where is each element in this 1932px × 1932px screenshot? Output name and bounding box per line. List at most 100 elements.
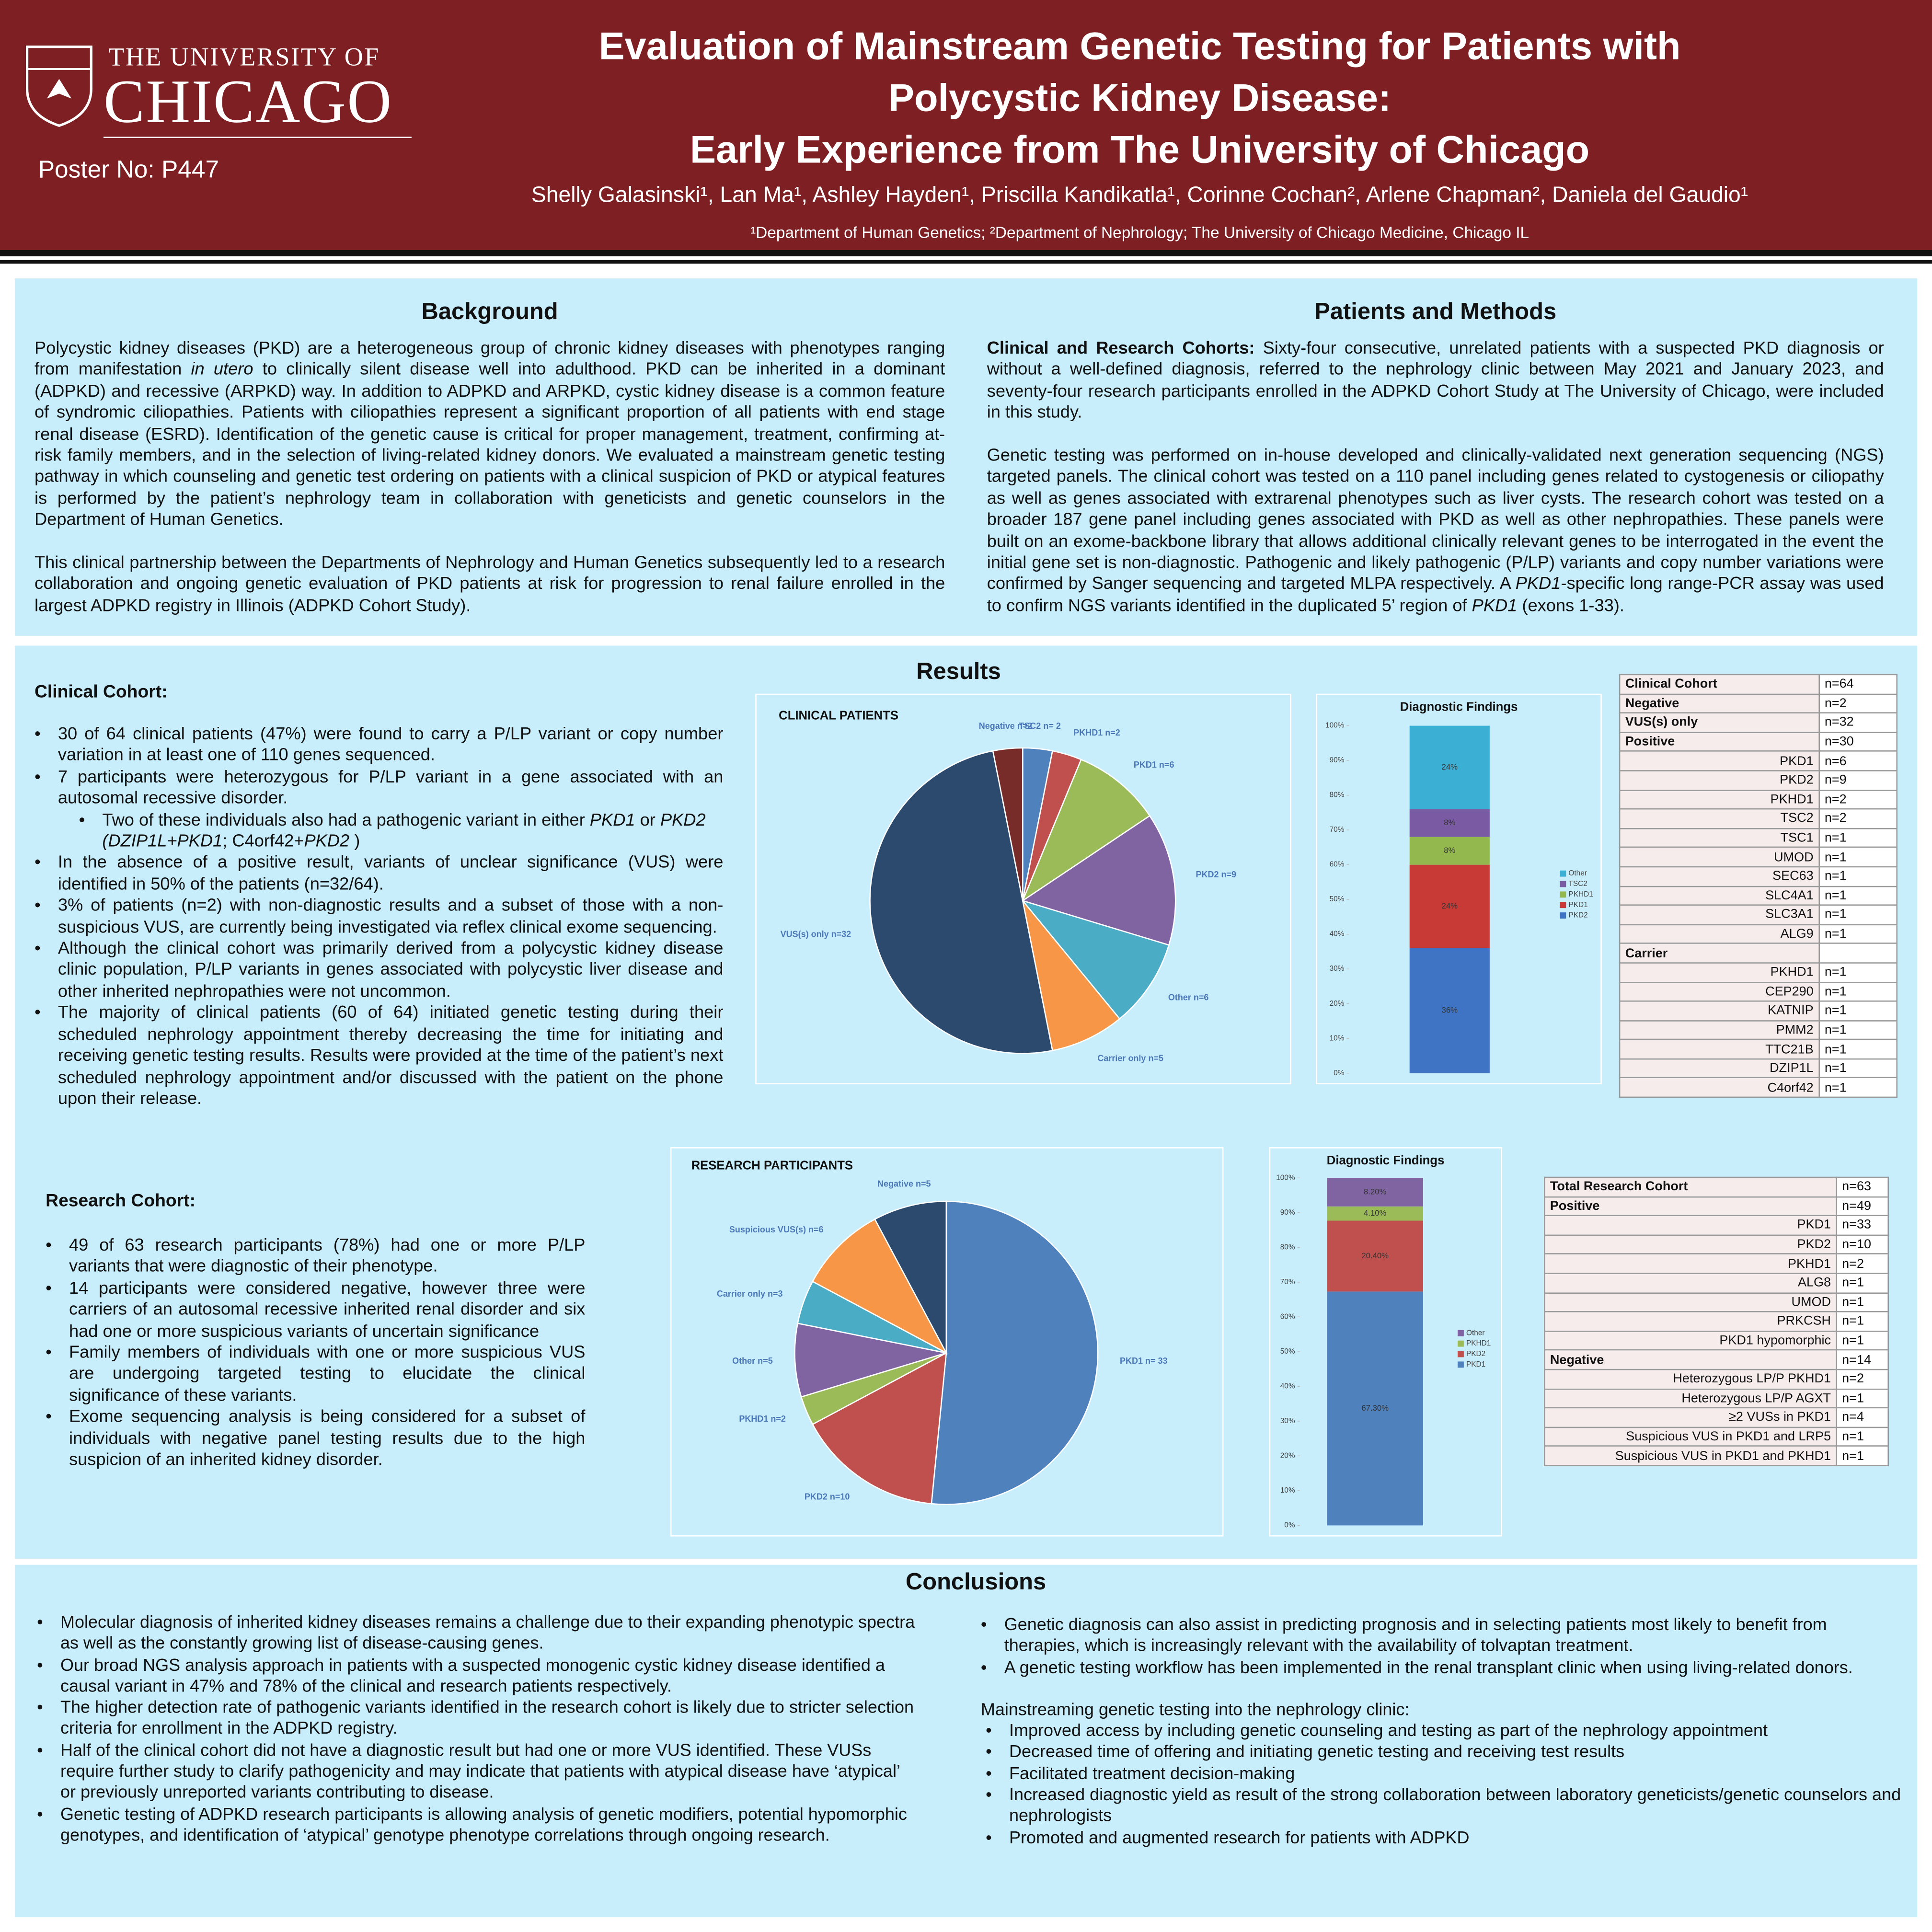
- group-value: n=63: [1836, 1176, 1889, 1197]
- item-label: PRKCSH: [1544, 1311, 1837, 1332]
- pie-slice: [931, 1200, 1099, 1505]
- item-value: n=1: [1818, 962, 1898, 983]
- title-line: Evaluation of Mainstream Genetic Testing…: [598, 23, 1681, 68]
- text-run: PKD1: [589, 809, 635, 829]
- table-row: VUS(s) only n=32: [1619, 712, 1898, 733]
- text-run: to clinically silent disease well into a…: [34, 359, 945, 529]
- text-run: PKD2: [304, 830, 350, 851]
- value-label: 8%: [1444, 846, 1455, 855]
- item-value: n=1: [1818, 847, 1898, 868]
- table-row: KATNIP n=1: [1619, 1000, 1898, 1021]
- text-run: ; C4orf42+: [222, 830, 304, 851]
- item-value: n=1: [1818, 828, 1898, 848]
- bullet: 14 participants were considered negative…: [46, 1277, 585, 1342]
- item-label: ALG8: [1544, 1273, 1837, 1293]
- item-label: DZIP1L: [1619, 1058, 1820, 1079]
- logo-shield: [25, 46, 92, 127]
- stacked-bar-chart: Diagnostic Findings 0% 10% 20% 30% 40% 50% 60% 7…: [1269, 1147, 1502, 1537]
- item-label: UMOD: [1544, 1292, 1837, 1312]
- bar-segment: [1327, 1206, 1423, 1221]
- stacked-bar-chart: Diagnostic Findings 0% 10% 20% 30% 40% 50% 60% 7…: [1316, 693, 1602, 1084]
- text-run: PKD1: [1515, 573, 1561, 594]
- bullet: In the absence of a positive result, var…: [34, 852, 723, 895]
- affiliations: ¹Department of Human Genetics; ²Departme…: [750, 223, 1530, 242]
- slice-label: PKHD1 n=2: [739, 1414, 786, 1424]
- y-tick-label: 100%: [1276, 1173, 1295, 1182]
- item-value: n=1: [1836, 1273, 1889, 1293]
- logo-text: CHICAGO: [104, 66, 393, 136]
- table-row: PMM2 n=1: [1619, 1020, 1898, 1040]
- item-value: n=1: [1818, 981, 1898, 1002]
- logo-text: THE UNIVERSITY OF: [108, 42, 380, 72]
- y-tick-label: 50%: [1280, 1347, 1295, 1356]
- stripe: [0, 260, 1932, 264]
- bar-segment: [1409, 864, 1490, 948]
- bullet-text: 7 participants were heterozygous for P/L…: [58, 766, 724, 807]
- item-value: n=9: [1818, 770, 1898, 791]
- bullet-list: Improved access by including genetic cou…: [981, 1720, 1905, 1849]
- item-value: n=33: [1836, 1215, 1889, 1236]
- table-row: PKD1 n=33: [1544, 1215, 1889, 1236]
- y-tick-label: 10%: [1280, 1486, 1295, 1495]
- text-run: Polycystic kidney diseases (PKD) are a h…: [34, 337, 945, 379]
- bullet: Half of the clinical cohort did not have…: [37, 1739, 918, 1803]
- item-label: Suspicious VUS in PKD1 and LRP5: [1544, 1426, 1837, 1447]
- item-label: PKD2: [1544, 1234, 1837, 1255]
- text-run: (DZIP1L+PKD1: [102, 830, 223, 851]
- item-label: UMOD: [1619, 847, 1820, 868]
- table-row: SEC63 n=1: [1619, 866, 1898, 887]
- group-value: n=32: [1818, 712, 1898, 733]
- legend-label: PKD2: [1568, 911, 1587, 920]
- pie-slice: [1022, 900, 1121, 1051]
- sub-bullet: Two of these individuals also had a path…: [79, 809, 723, 852]
- y-tick-label: 20%: [1280, 1451, 1295, 1460]
- y-tick-label: 80%: [1280, 1243, 1295, 1251]
- y-tick-label: 40%: [1330, 930, 1345, 938]
- group-value: n=49: [1836, 1196, 1889, 1217]
- pie-slice: [874, 1200, 947, 1354]
- text-run: or: [635, 809, 660, 829]
- slice-label: PKHD1 n=2: [1073, 728, 1120, 737]
- item-label: PKD1: [1619, 750, 1820, 771]
- section-heading: Results: [916, 659, 1001, 685]
- item-value: n=2: [1818, 789, 1898, 810]
- group-label: Negative: [1619, 693, 1820, 714]
- section-heading: Patients and Methods: [1314, 299, 1557, 325]
- item-label: ALG9: [1619, 923, 1820, 944]
- group-label: Carrier: [1619, 943, 1820, 964]
- text-run: Clinical and Research Cohorts:: [987, 337, 1255, 357]
- y-tick-label: 70%: [1280, 1278, 1295, 1286]
- value-label: 20.40%: [1361, 1251, 1389, 1260]
- background-section: Background Polycystic kidney diseases (P…: [34, 299, 945, 638]
- slice-label: PKD1 n= 33: [1120, 1356, 1168, 1366]
- item-label: TSC1: [1619, 828, 1820, 848]
- item-label: SLC3A1: [1619, 904, 1820, 925]
- chart-title: Diagnostic Findings: [1400, 701, 1518, 714]
- value-label: 36%: [1442, 1006, 1458, 1015]
- title-line: Polycystic Kidney Disease:: [888, 75, 1392, 120]
- legend-swatch: [1458, 1361, 1464, 1368]
- table-row: Heterozygous LP/P PKHD1 n=2: [1544, 1368, 1889, 1390]
- item-value: n=1: [1818, 1077, 1898, 1098]
- bullet: Genetic testing of ADPKD research partic…: [37, 1804, 918, 1846]
- item-label: KATNIP: [1619, 1000, 1820, 1021]
- stripe: [0, 250, 1932, 256]
- table-row: TTC21B n=1: [1619, 1039, 1898, 1060]
- table-row: Clinical Cohort n=64: [1619, 674, 1898, 695]
- pie-slice: [869, 750, 1054, 1054]
- item-label: PKD1: [1544, 1215, 1837, 1236]
- text-run: This clinical partnership between the De…: [34, 552, 945, 615]
- table-row: SLC4A1 n=1: [1619, 885, 1898, 906]
- y-tick-label: 0%: [1334, 1069, 1345, 1077]
- chart-title: RESEARCH PARTICIPANTS: [691, 1159, 853, 1172]
- table-row: PKD2 n=10: [1544, 1234, 1889, 1255]
- table-row: PKD2 n=9: [1619, 770, 1898, 791]
- slice-label: TSC2 n= 2: [1019, 721, 1061, 731]
- legend-swatch: [1560, 912, 1566, 919]
- slice-label: PKD2 n=9: [1196, 870, 1236, 879]
- bullet: Decreased time of offering and initiatin…: [986, 1742, 1905, 1763]
- paragraph: Mainstreaming genetic testing into the n…: [980, 1699, 1410, 1719]
- y-tick-label: 50%: [1330, 895, 1345, 903]
- table-row: Positive n=49: [1544, 1196, 1889, 1217]
- item-value: n=1: [1836, 1330, 1889, 1351]
